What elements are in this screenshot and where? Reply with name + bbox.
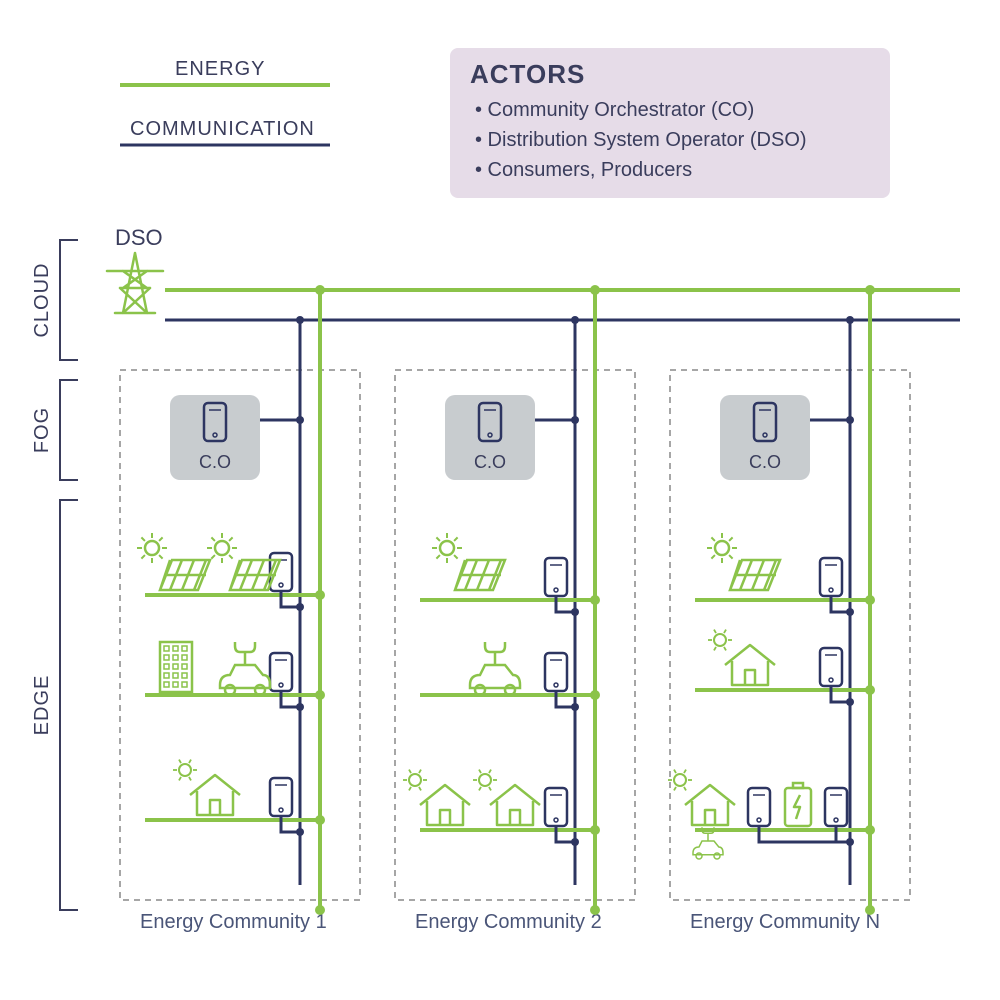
co-label: C.O (199, 452, 231, 472)
cloud-bracket: CLOUD (31, 240, 78, 360)
phone-icon (545, 788, 567, 826)
tower-icon (107, 253, 163, 313)
community-2: Energy Community N C.O (668, 290, 910, 933)
co-label: C.O (474, 452, 506, 472)
building-icon (160, 642, 192, 692)
solar-icon (707, 533, 780, 590)
house-icon (473, 770, 540, 825)
phone-icon (820, 648, 842, 686)
comm-legend-label: COMMUNICATION (130, 118, 315, 140)
house-icon (708, 630, 775, 685)
actors-item: • Distribution System Operator (DSO) (475, 129, 807, 151)
phone-icon (545, 558, 567, 596)
phone-icon (545, 653, 567, 691)
community-label: Energy Community N (690, 911, 880, 933)
actors-item: • Consumers, Producers (475, 159, 692, 181)
solar-icon (432, 533, 505, 590)
battery-icon (785, 783, 811, 826)
fog-bracket-label: FOG (31, 407, 53, 453)
house-icon (668, 770, 735, 825)
community-label: Energy Community 1 (140, 911, 327, 933)
solar-icon (137, 533, 210, 590)
phone-icon (270, 553, 292, 591)
fog-bracket: FOG (31, 380, 78, 480)
actors-item: • Community Orchestrator (CO) (475, 99, 754, 121)
community-0: Energy Community 1 C.O (120, 290, 360, 933)
phone-icon (825, 788, 847, 826)
house-icon (403, 770, 470, 825)
community-1: Energy Community 2 C.O (395, 290, 635, 933)
legend: ENERGY COMMUNICATION (120, 58, 330, 145)
phone-icon (270, 778, 292, 816)
community-label: Energy Community 2 (415, 911, 602, 933)
edge-bracket-label: EDGE (31, 675, 53, 736)
co-label: C.O (749, 452, 781, 472)
phone-icon (748, 788, 770, 826)
actors-title: ACTORS (470, 59, 585, 89)
edge-bracket: EDGE (31, 500, 78, 910)
cloud-bracket-label: CLOUD (31, 262, 53, 337)
dso-label: DSO (115, 225, 163, 250)
ev-car-icon (220, 642, 270, 695)
phone-icon (270, 653, 292, 691)
house-icon (173, 760, 240, 815)
phone-icon (820, 558, 842, 596)
energy-legend-label: ENERGY (175, 58, 265, 80)
ev-car-icon (470, 642, 520, 695)
